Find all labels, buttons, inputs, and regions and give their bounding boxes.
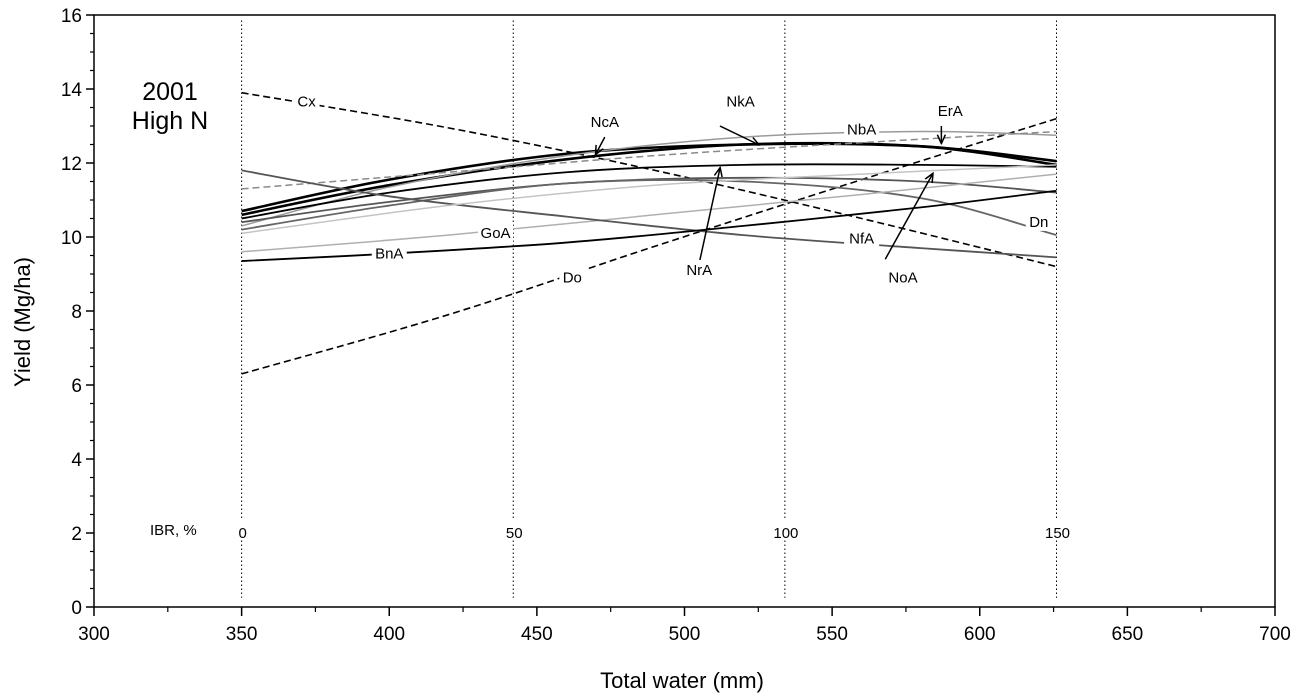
panel-title-line-2: High N: [132, 107, 208, 135]
arrow-layer: [596, 125, 941, 264]
series-label-goa: GoA: [481, 225, 511, 242]
y-tick-label: 10: [61, 228, 82, 249]
ibr-value-label: 100: [773, 525, 798, 542]
arrow-noa: [884, 174, 932, 260]
y-tick-label: 8: [71, 302, 82, 323]
x-tick-label: 550: [816, 624, 848, 645]
series-label-nca: NcA: [591, 114, 619, 131]
y-tick-label: 6: [71, 376, 82, 397]
series-label-bna: BnA: [375, 245, 403, 262]
plot-frame: [93, 14, 1276, 608]
x-tick-label: 700: [1259, 624, 1291, 645]
series-layer: [241, 91, 1057, 375]
series-label-bg: [681, 260, 717, 279]
y-tick-label: 16: [61, 6, 82, 27]
arrow-nra: [698, 169, 720, 264]
ibr-value-label: 0: [238, 525, 246, 542]
series-label-nra: NrA: [686, 262, 712, 279]
x-tick-label: 300: [78, 624, 110, 645]
series-label-cx: Cx: [297, 94, 316, 111]
panel-title-line-1: 2001: [142, 78, 198, 106]
series-line-era: [241, 130, 1057, 190]
series-line-unlabeled: [241, 164, 1057, 235]
y-tick-label: 2: [71, 524, 82, 545]
y-axis-title: Yield (Mg/ha): [10, 257, 35, 387]
series-line-nka: [241, 141, 1057, 217]
series-label-era: ErA: [938, 103, 963, 120]
x-tick-label: 350: [226, 624, 258, 645]
x-tick-label: 400: [373, 624, 405, 645]
y-tick-label: 12: [61, 154, 82, 175]
series-label-nka: NkA: [726, 94, 754, 111]
series-line-nfa: [241, 169, 1057, 259]
series-label-bg: [844, 228, 880, 248]
ibr-label-bg: [495, 520, 532, 540]
series-label-bg: [293, 91, 320, 111]
ibr-label-bg: [1038, 520, 1075, 540]
series-label-bg: [587, 112, 623, 131]
ibr-value-label: 150: [1045, 525, 1070, 542]
ibr-reference-lines: 0 50 100 150: [223, 20, 1075, 598]
y-axis: 0 2 4 6 8 10 12 14 16: [61, 6, 94, 619]
series-label-nba: NbA: [847, 121, 876, 138]
series-label-bg: [559, 267, 586, 287]
series-label-do: Do: [563, 269, 582, 286]
y-tick-label: 14: [61, 80, 83, 101]
series-label-bg: [371, 243, 407, 263]
series-label-dn: Dn: [1029, 214, 1048, 231]
series-line-nra: [241, 163, 1057, 220]
series-label-bg: [723, 91, 759, 111]
x-tick-label: 650: [1112, 624, 1144, 645]
series-labels: Cx NcA NkA NbA ErA GoA BnA Do NrA NfA NoA Dn: [293, 91, 1052, 287]
series-line-dn: [241, 179, 1057, 237]
y-tick-label: 4: [71, 450, 82, 471]
x-tick-label: 450: [521, 624, 553, 645]
ibr-value-label: 50: [506, 525, 523, 542]
x-tick-label: 600: [964, 624, 996, 645]
series-line-do: [241, 117, 1057, 375]
series-line-nba: [241, 130, 1057, 227]
series-label-bg: [478, 223, 514, 242]
series-label-bg: [1025, 211, 1052, 231]
x-axis: 300 350 400 450 500 550 600 650 700: [78, 607, 1291, 645]
series-label-nfa: NfA: [849, 231, 874, 248]
arrow-nka: [719, 125, 758, 145]
ibr-label-bg: [766, 520, 803, 540]
series-label-bg: [844, 119, 880, 139]
x-axis-title: Total water (mm): [600, 668, 764, 693]
series-label-bg: [885, 267, 921, 287]
series-label-noa: NoA: [888, 269, 917, 286]
ibr-label-bg: [223, 520, 260, 540]
ibr-axis-label: IBR, %: [150, 522, 197, 539]
y-tick-label: 0: [71, 598, 82, 619]
series-line-cx: [241, 91, 1057, 268]
x-tick-label: 500: [669, 624, 701, 645]
series-label-bg: [932, 100, 968, 120]
arrow-nca: [596, 136, 606, 154]
series-line-goa: [241, 173, 1057, 253]
